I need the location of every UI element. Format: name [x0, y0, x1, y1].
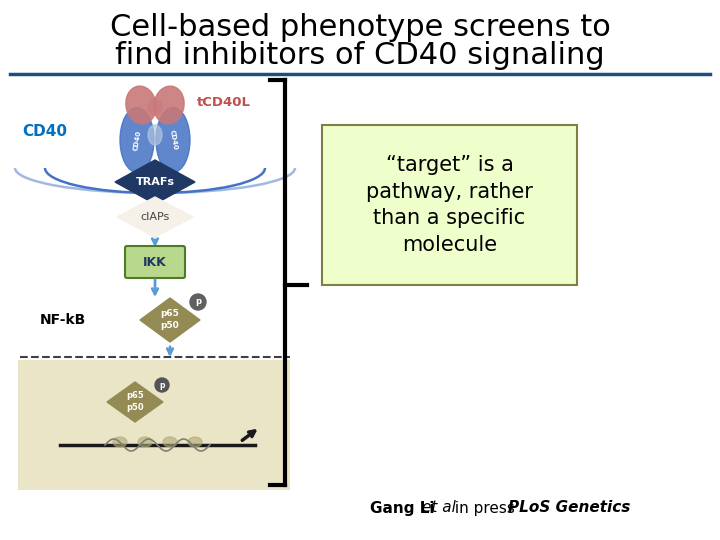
Text: PLoS Genetics: PLoS Genetics [508, 501, 631, 516]
Text: CD40: CD40 [168, 129, 178, 151]
Text: CD40: CD40 [22, 125, 67, 139]
Ellipse shape [148, 125, 162, 145]
Text: p: p [195, 298, 201, 307]
Circle shape [155, 378, 169, 392]
Text: “target” is a
pathway, rather
than a specific
molecule: “target” is a pathway, rather than a spe… [366, 156, 533, 254]
Text: p65: p65 [126, 392, 144, 401]
Ellipse shape [188, 437, 202, 447]
Ellipse shape [138, 437, 152, 447]
Ellipse shape [163, 437, 177, 447]
Text: tCD40L: tCD40L [197, 97, 251, 110]
FancyBboxPatch shape [125, 246, 185, 278]
Text: CD40: CD40 [132, 129, 142, 151]
Text: IKK: IKK [143, 255, 167, 268]
Text: et al: et al [422, 501, 456, 516]
Ellipse shape [154, 86, 184, 124]
Text: find inhibitors of CD40 signaling: find inhibitors of CD40 signaling [115, 40, 605, 70]
Ellipse shape [156, 107, 190, 172]
FancyBboxPatch shape [18, 360, 290, 490]
Text: Gang Li: Gang Li [370, 501, 440, 516]
Text: cIAPs: cIAPs [140, 212, 170, 222]
Polygon shape [140, 298, 200, 342]
FancyBboxPatch shape [322, 125, 577, 285]
Text: in press: in press [450, 501, 520, 516]
Text: Cell-based phenotype screens to: Cell-based phenotype screens to [109, 14, 611, 43]
Text: p: p [159, 381, 165, 389]
Polygon shape [115, 160, 195, 204]
Ellipse shape [120, 107, 154, 172]
Circle shape [190, 294, 206, 310]
Text: NF-kB: NF-kB [40, 313, 86, 327]
Text: p50: p50 [126, 403, 144, 413]
Polygon shape [107, 382, 163, 422]
Text: TRAFs: TRAFs [135, 177, 174, 187]
Ellipse shape [113, 437, 127, 447]
Polygon shape [117, 197, 193, 237]
Ellipse shape [148, 99, 162, 115]
Text: p65: p65 [161, 309, 179, 319]
Ellipse shape [126, 86, 156, 124]
Text: p50: p50 [161, 321, 179, 330]
